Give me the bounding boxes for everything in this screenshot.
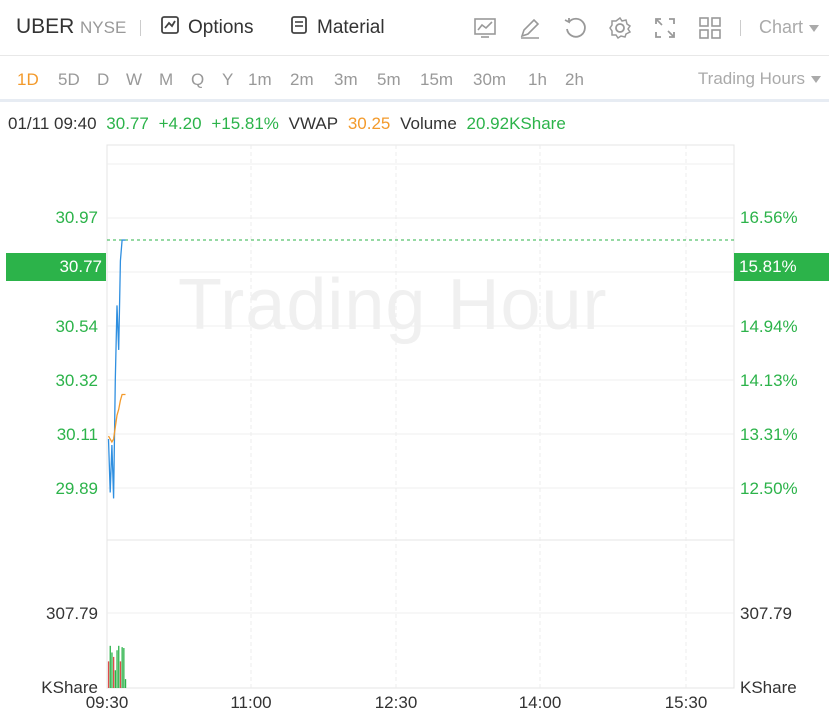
top-toolbar: UBER NYSE Options Material Chart <box>0 0 829 56</box>
pct-axis-label: 14.94% <box>740 317 798 336</box>
period-1d[interactable]: 1D <box>17 70 39 89</box>
vwap-label: VWAP <box>288 114 339 133</box>
time-axis-label: 14:00 <box>518 693 562 712</box>
quote-info-line: 01/11 09:40 30.77 +4.20 +15.81% VWAP 30.… <box>8 114 571 134</box>
exchange-label: NYSE <box>80 18 127 37</box>
current-price-tag: 30.77 <box>6 253 106 281</box>
pct-axis-label: 12.50% <box>740 479 798 498</box>
volume-bar <box>119 661 122 688</box>
period-5m[interactable]: 5m <box>377 70 401 89</box>
period-1h[interactable]: 1h <box>528 70 547 89</box>
volume-label: Volume <box>400 114 457 133</box>
caret-down-icon <box>811 69 821 89</box>
period-w[interactable]: W <box>126 70 143 89</box>
time-axis-label: 09:30 <box>85 693 129 712</box>
volume-bar <box>118 645 120 688</box>
period-5d[interactable]: 5D <box>58 70 80 89</box>
price-axis-label: 30.32 <box>55 371 98 390</box>
period-d[interactable]: D <box>97 70 110 89</box>
quote-price: 30.77 <box>106 114 149 133</box>
options-label: Options <box>188 17 254 38</box>
period-m[interactable]: M <box>159 70 174 89</box>
volume-bar <box>114 670 116 688</box>
price-line <box>107 239 126 499</box>
draw-icon[interactable] <box>517 15 543 41</box>
volume-bar <box>111 652 113 688</box>
volume-unit-label: KShare <box>740 678 797 697</box>
volume-bar <box>109 645 111 688</box>
chart-type-select[interactable]: Chart <box>759 17 820 38</box>
trading-hours-label: Trading Hours <box>697 69 805 88</box>
volume-bar <box>113 656 115 688</box>
price-axis-label: 30.11 <box>56 425 98 444</box>
time-axis-label: 15:30 <box>664 693 708 712</box>
period-bar: 1D 5D D W M Q Y 1m 2m 3m 5m 15m 30m 1h 2… <box>0 56 829 102</box>
caret-down-icon <box>809 17 820 38</box>
options-button[interactable]: Options <box>160 14 253 42</box>
period-15m[interactable]: 15m <box>420 70 454 89</box>
material-label: Material <box>317 17 385 38</box>
period-q[interactable]: Q <box>191 70 205 89</box>
vwap-value: 30.25 <box>347 114 391 133</box>
period-y[interactable]: Y <box>222 70 234 89</box>
period-3m[interactable]: 3m <box>334 70 358 89</box>
chart-grid <box>106 144 735 689</box>
vwap-line <box>107 393 126 444</box>
current-pct-tag: 15.81% <box>734 253 829 281</box>
quote-change: +4.20 <box>158 114 202 133</box>
price-axis-label: 29.89 <box>55 479 98 498</box>
time-axis-label: 12:30 <box>374 693 418 712</box>
plot-border <box>106 144 735 689</box>
period-1m[interactable]: 1m <box>248 70 272 89</box>
trading-hours-select[interactable]: Trading Hours <box>698 69 821 89</box>
volume-axis-label: 307.79 <box>46 604 98 623</box>
volume-bar <box>116 650 118 688</box>
volume-bar <box>107 661 110 688</box>
reset-icon[interactable] <box>562 15 588 41</box>
pct-axis-label: 14.13% <box>740 371 798 390</box>
period-2h[interactable]: 2h <box>565 70 584 89</box>
stock-symbol: UBER <box>16 15 75 38</box>
options-icon <box>160 15 180 41</box>
divider <box>140 20 141 36</box>
pct-axis-label: 16.56% <box>740 208 798 227</box>
volume-bar <box>123 648 125 688</box>
price-lines <box>107 239 126 499</box>
period-2m[interactable]: 2m <box>290 70 314 89</box>
chart-canvas[interactable] <box>0 140 829 721</box>
indicator-icon[interactable] <box>472 15 498 41</box>
material-button[interactable]: Material <box>289 14 385 42</box>
price-chart[interactable]: Trading Hour 30.97 30.54 30.32 30.11 29.… <box>0 140 829 721</box>
volume-bars <box>107 645 127 688</box>
divider <box>740 20 741 36</box>
settings-icon[interactable] <box>607 15 633 41</box>
layout-icon[interactable] <box>697 15 723 41</box>
volume-bar <box>124 679 127 688</box>
pct-axis-label: 13.31% <box>740 425 798 444</box>
volume-value: 20.92KShare <box>466 114 566 133</box>
volume-unit-label: KShare <box>41 678 98 697</box>
fullscreen-icon[interactable] <box>652 15 678 41</box>
price-axis-label: 30.97 <box>55 208 98 227</box>
volume-bar <box>121 647 123 688</box>
volume-axis-label: 307.79 <box>740 604 792 623</box>
material-icon <box>289 15 309 41</box>
quote-datetime: 01/11 09:40 <box>8 114 97 133</box>
period-30m[interactable]: 30m <box>473 70 507 89</box>
quote-change-pct: +15.81% <box>211 114 279 133</box>
price-axis-label: 30.54 <box>55 317 98 336</box>
time-axis-label: 11:00 <box>230 693 272 712</box>
chart-type-label: Chart <box>759 17 804 37</box>
